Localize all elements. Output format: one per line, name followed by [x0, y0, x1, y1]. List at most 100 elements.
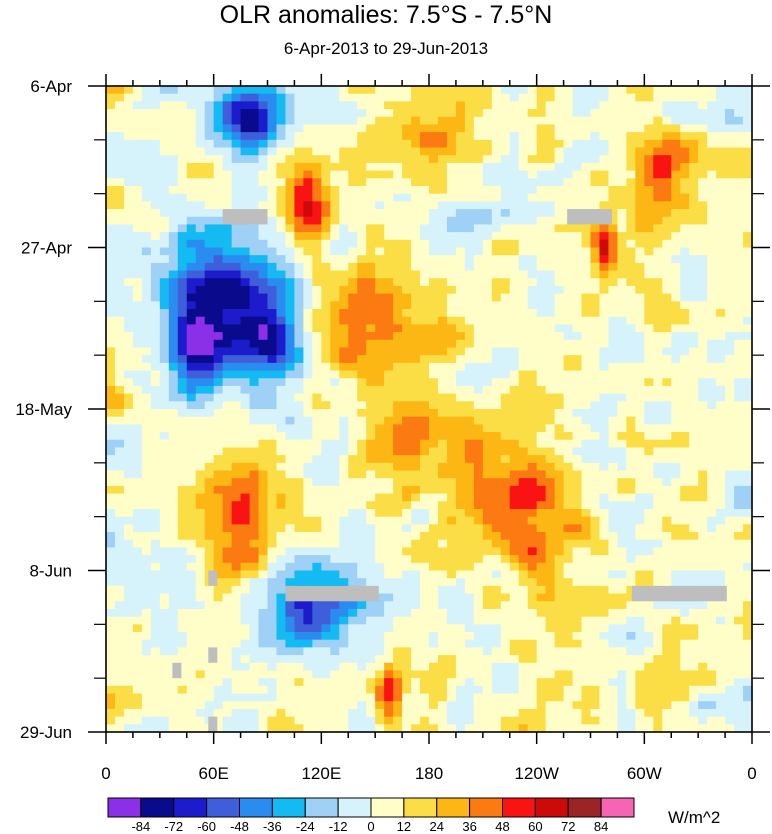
heatmap-cell: [249, 155, 260, 164]
heatmap-cell: [420, 278, 430, 287]
heatmap-cell: [608, 262, 619, 272]
heatmap-cell: [393, 493, 403, 502]
heatmap-cell: [195, 478, 206, 487]
heatmap-cell: [743, 516, 753, 525]
heatmap-cell: [635, 216, 645, 226]
heatmap-cell: [294, 493, 304, 502]
heatmap-cell: [482, 439, 493, 449]
heatmap-cell: [168, 224, 179, 233]
heatmap-cell: [581, 455, 592, 464]
heatmap-cell: [312, 339, 322, 349]
heatmap-cell: [294, 262, 304, 272]
heatmap-cell: [213, 608, 224, 618]
heatmap-cell: [249, 124, 260, 133]
heatmap-cell: [258, 478, 269, 487]
heatmap-cell: [168, 155, 179, 164]
heatmap-cell: [716, 162, 726, 172]
heatmap-cell: [707, 439, 717, 449]
heatmap-cell: [348, 385, 358, 395]
heatmap-cell: [285, 170, 296, 179]
heatmap-cell: [446, 201, 457, 210]
heatmap-cell: [473, 478, 484, 487]
heatmap-cell: [617, 401, 627, 410]
heatmap-cell: [725, 362, 735, 372]
heatmap-cell: [734, 86, 744, 95]
heatmap-cell: [572, 178, 583, 187]
heatmap-cell: [482, 232, 493, 241]
heatmap-cell: [653, 239, 663, 249]
heatmap-cell: [644, 193, 654, 202]
heatmap-cell: [716, 262, 726, 272]
heatmap-cell: [536, 147, 547, 156]
heatmap-cell: [545, 439, 556, 449]
heatmap-cell: [168, 385, 179, 395]
heatmap-cell: [707, 316, 717, 325]
heatmap-cell: [204, 224, 215, 233]
heatmap-cell: [527, 93, 538, 102]
heatmap-cell: [509, 278, 520, 287]
heatmap-cell: [455, 86, 466, 95]
heatmap-cell: [420, 216, 430, 226]
heatmap-cell: [716, 393, 726, 402]
heatmap-cell: [626, 309, 636, 318]
heatmap-cell: [195, 516, 206, 525]
heatmap-cell: [240, 447, 251, 456]
heatmap-cell: [384, 132, 394, 141]
heatmap-cell: [671, 424, 681, 433]
heatmap-cell: [572, 455, 583, 464]
heatmap-cell: [366, 116, 376, 126]
heatmap-cell: [617, 239, 627, 249]
heatmap-cell: [509, 316, 520, 325]
heatmap-cell: [159, 209, 170, 218]
heatmap-cell: [231, 132, 242, 141]
heatmap-cell: [231, 247, 242, 256]
heatmap-cell: [159, 547, 170, 556]
heatmap-cell: [725, 239, 735, 249]
heatmap-cell: [734, 462, 744, 472]
heatmap-cell: [563, 455, 574, 464]
heatmap-cell: [106, 432, 116, 441]
heatmap-cell: [222, 132, 233, 141]
heatmap-cell: [554, 416, 565, 425]
heatmap-cell: [159, 316, 170, 325]
heatmap-cell: [626, 285, 636, 295]
heatmap-cell: [626, 370, 636, 379]
heatmap-cell: [150, 232, 161, 241]
heatmap-cell: [204, 347, 215, 356]
heatmap-cell: [123, 293, 134, 302]
heatmap-cell: [276, 185, 287, 195]
heatmap-cell: [608, 247, 619, 256]
heatmap-cell: [518, 578, 529, 587]
heatmap-cell: [473, 155, 484, 164]
heatmap-cell: [330, 339, 340, 349]
heatmap-cell: [123, 316, 134, 325]
heatmap-cell: [420, 539, 430, 549]
heatmap-cell: [213, 555, 224, 564]
heatmap-cell: [330, 555, 340, 564]
heatmap-cell: [123, 385, 134, 395]
heatmap-cell: [141, 201, 152, 210]
heatmap-cell: [590, 247, 601, 256]
heatmap-cell: [231, 570, 242, 579]
heatmap-cell: [455, 201, 466, 210]
heatmap-cell: [617, 362, 627, 372]
heatmap-cell: [366, 162, 376, 172]
heatmap-cell: [312, 493, 322, 502]
heatmap-cell: [258, 532, 269, 541]
heatmap-cell: [195, 424, 206, 433]
heatmap-cell: [482, 424, 493, 433]
heatmap-cell: [132, 209, 143, 218]
heatmap-cell: [455, 585, 466, 595]
heatmap-cell: [725, 124, 735, 133]
heatmap-cell: [527, 432, 538, 441]
heatmap-cell: [339, 347, 349, 356]
heatmap-cell: [554, 524, 565, 533]
heatmap-cell: [734, 239, 744, 249]
heatmap-cell: [123, 524, 134, 533]
heatmap-cell: [599, 447, 610, 456]
heatmap-cell: [240, 193, 251, 202]
heatmap-cell: [599, 139, 610, 149]
heatmap-cell: [195, 439, 206, 449]
heatmap-cell: [303, 347, 313, 356]
heatmap-cell: [518, 170, 529, 179]
